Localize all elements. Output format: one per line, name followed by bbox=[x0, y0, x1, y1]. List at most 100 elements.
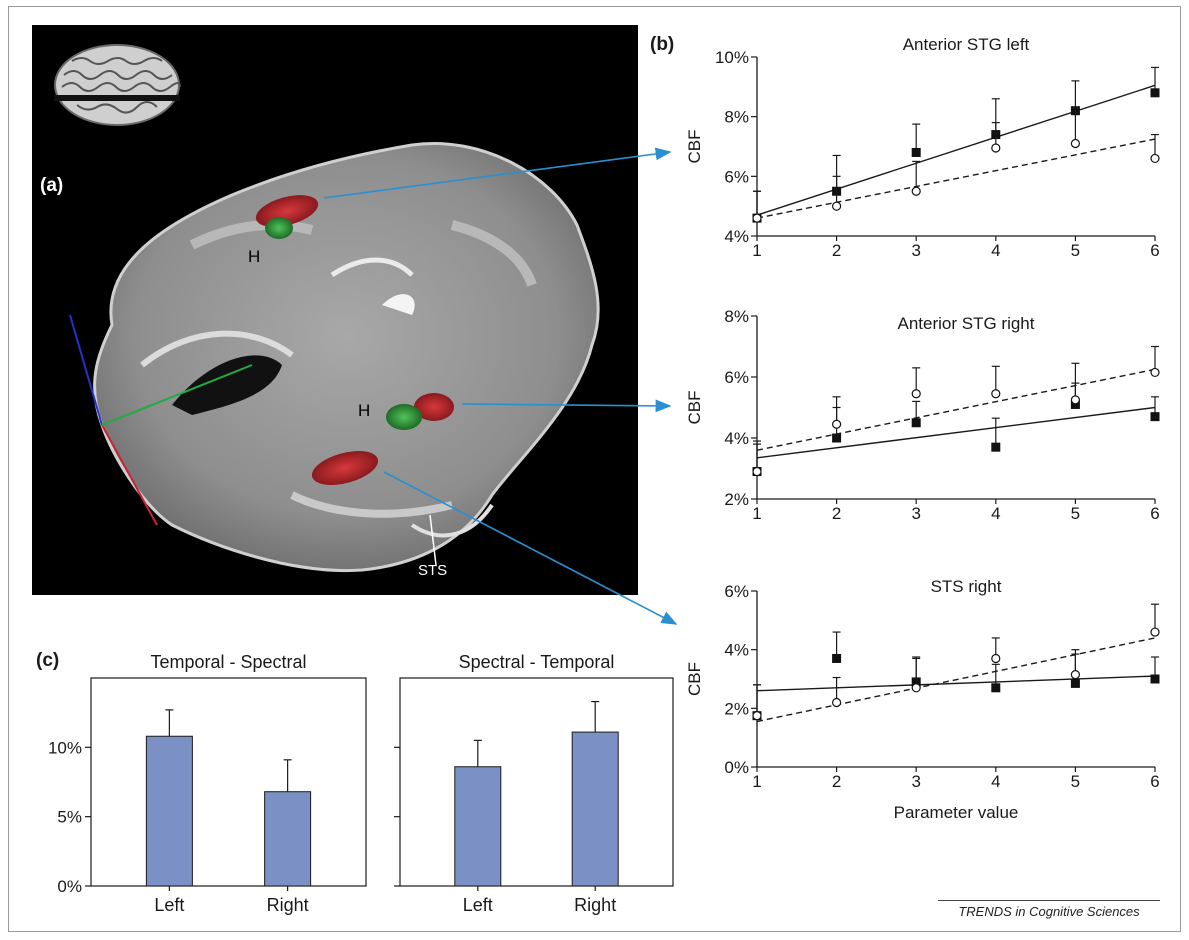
data-point-square bbox=[911, 418, 921, 428]
x-tick-label: 3 bbox=[911, 241, 920, 260]
x-tick-label: 6 bbox=[1150, 504, 1159, 523]
y-axis-label: CBF bbox=[685, 391, 704, 425]
fit-line-solid bbox=[756, 675, 1156, 692]
fit-line-solid bbox=[756, 406, 1156, 459]
x-tick-label: 5 bbox=[1071, 504, 1080, 523]
fit-line-dashed bbox=[756, 138, 1156, 219]
category-label: Left bbox=[463, 895, 493, 915]
data-point-square bbox=[1150, 88, 1160, 98]
x-tick-label: 2 bbox=[832, 504, 841, 523]
y-tick-label: 8% bbox=[724, 108, 749, 127]
y-tick-label: 4% bbox=[724, 227, 749, 246]
journal-credit: TRENDS in Cognitive Sciences bbox=[938, 900, 1160, 919]
chart-title: Temporal - Spectral bbox=[150, 652, 306, 672]
bar bbox=[571, 731, 619, 887]
y-tick-label: 6% bbox=[724, 582, 749, 601]
data-point-square bbox=[832, 433, 842, 443]
x-tick-label: 1 bbox=[752, 241, 761, 260]
activation-red-mid bbox=[414, 393, 454, 421]
chart-title: Spectral - Temporal bbox=[459, 652, 615, 672]
panel-label-b: (b) bbox=[650, 34, 675, 55]
y-tick-label: 5% bbox=[57, 808, 82, 827]
data-point-square bbox=[1150, 674, 1160, 684]
activation-red-sts bbox=[311, 451, 379, 485]
plot-frame bbox=[399, 677, 674, 887]
data-point-circle bbox=[752, 213, 762, 223]
chart-title: Anterior STG left bbox=[903, 35, 1030, 54]
data-point-circle bbox=[831, 419, 842, 429]
data-point-circle bbox=[991, 143, 1001, 153]
activation-green-mid bbox=[386, 404, 422, 430]
plot-frame bbox=[90, 677, 367, 887]
fit-line-dashed bbox=[756, 637, 1156, 723]
data-point-circle bbox=[752, 466, 762, 477]
y-axis-label: CBF bbox=[685, 130, 704, 164]
chart-title: STS right bbox=[931, 577, 1002, 596]
y-tick-label: 2% bbox=[724, 699, 749, 718]
data-point-square bbox=[911, 147, 921, 157]
y-axis-label: CBF bbox=[685, 662, 704, 696]
activation-green-top bbox=[265, 217, 293, 239]
x-tick-label: 4 bbox=[991, 504, 1000, 523]
y-tick-label: 0% bbox=[57, 877, 82, 896]
data-point-circle bbox=[991, 389, 1001, 399]
data-point-circle bbox=[1150, 153, 1160, 164]
data-point-square bbox=[991, 683, 1001, 693]
brain-thumbnail-icon bbox=[54, 44, 181, 126]
chart-title: Anterior STG right bbox=[898, 314, 1035, 333]
data-point-square bbox=[991, 442, 1001, 452]
fit-line-dashed bbox=[756, 368, 1156, 451]
data-point-circle bbox=[911, 186, 921, 196]
y-tick-label: 6% bbox=[724, 368, 749, 387]
data-point-square bbox=[832, 653, 842, 663]
y-tick-label: 10% bbox=[48, 738, 82, 757]
x-tick-label: 6 bbox=[1150, 772, 1159, 791]
y-tick-label: 10% bbox=[715, 48, 749, 67]
data-point-square bbox=[1070, 678, 1080, 688]
y-tick-label: 4% bbox=[724, 429, 749, 448]
x-tick-label: 4 bbox=[991, 772, 1000, 791]
bar bbox=[454, 766, 502, 887]
bar bbox=[145, 735, 193, 887]
category-label: Left bbox=[154, 895, 184, 915]
brain-image-panel: (a) H H STS bbox=[32, 25, 638, 595]
x-tick-label: 2 bbox=[832, 241, 841, 260]
x-tick-label: 5 bbox=[1071, 772, 1080, 791]
brain-slice bbox=[93, 142, 600, 573]
category-label: Right bbox=[574, 895, 616, 915]
x-tick-label: 5 bbox=[1071, 241, 1080, 260]
y-tick-label: 2% bbox=[724, 490, 749, 509]
fit-line-solid bbox=[756, 84, 1156, 216]
label-h-mid: H bbox=[358, 401, 371, 420]
data-point-circle bbox=[1070, 138, 1081, 149]
data-point-circle bbox=[911, 683, 921, 693]
x-tick-label: 1 bbox=[752, 772, 761, 791]
y-tick-label: 6% bbox=[724, 167, 749, 186]
data-point-circle bbox=[1150, 627, 1160, 637]
x-axis-label: Parameter value bbox=[894, 803, 1019, 822]
y-tick-label: 0% bbox=[724, 758, 749, 777]
x-tick-label: 4 bbox=[991, 241, 1000, 260]
y-tick-label: 4% bbox=[724, 641, 749, 660]
panel-label-c: (c) bbox=[36, 650, 60, 671]
x-tick-label: 1 bbox=[752, 504, 761, 523]
y-tick-label: 8% bbox=[724, 307, 749, 326]
bar bbox=[264, 791, 312, 887]
panel-label-a: (a) bbox=[40, 175, 64, 196]
x-tick-label: 6 bbox=[1150, 241, 1159, 260]
data-point-circle bbox=[1150, 367, 1160, 378]
data-point-circle bbox=[752, 711, 762, 721]
data-point-circle bbox=[1070, 669, 1081, 680]
category-label: Right bbox=[267, 895, 309, 915]
data-point-circle bbox=[991, 653, 1001, 664]
data-point-circle bbox=[831, 697, 842, 708]
data-point-square bbox=[1150, 412, 1160, 422]
data-point-circle bbox=[831, 201, 842, 211]
x-tick-label: 3 bbox=[911, 504, 920, 523]
data-point-circle bbox=[911, 389, 921, 399]
x-tick-label: 2 bbox=[832, 772, 841, 791]
